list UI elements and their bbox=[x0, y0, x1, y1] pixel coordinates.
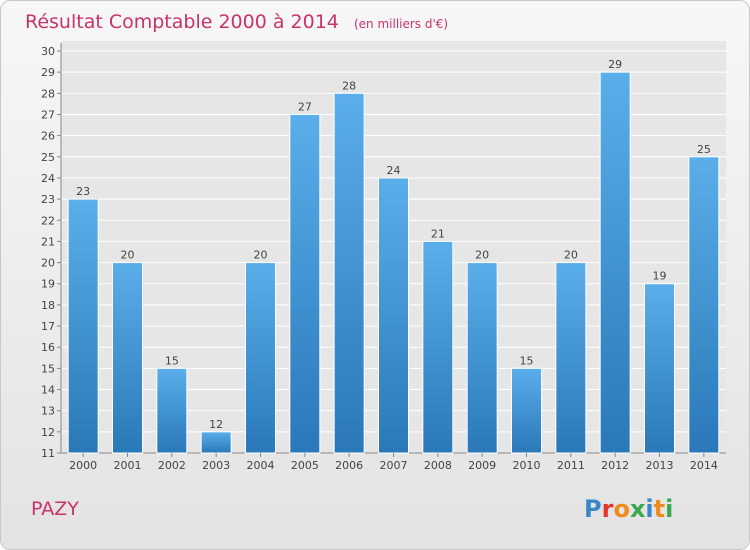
x-tick-label: 2003 bbox=[202, 459, 230, 472]
x-tick-label: 2007 bbox=[380, 459, 408, 472]
y-tick-label: 18 bbox=[41, 299, 55, 312]
data-label: 20 bbox=[121, 249, 135, 262]
data-label: 28 bbox=[342, 79, 356, 92]
y-tick-label: 14 bbox=[41, 384, 55, 397]
chart-subtitle: (en milliers d'€) bbox=[354, 17, 448, 31]
x-tick-label: 2004 bbox=[247, 459, 275, 472]
data-label: 12 bbox=[209, 418, 223, 431]
logo-letter: P bbox=[584, 495, 602, 523]
bar-2011 bbox=[555, 262, 587, 454]
y-tick-label: 24 bbox=[41, 172, 55, 185]
x-tick-label: 2008 bbox=[424, 459, 452, 472]
bar-2002 bbox=[156, 367, 188, 454]
x-tick-label: 2006 bbox=[335, 459, 363, 472]
data-label: 21 bbox=[431, 227, 445, 240]
x-tick-label: 2011 bbox=[557, 459, 585, 472]
data-label: 19 bbox=[653, 270, 667, 283]
data-label: 20 bbox=[475, 249, 489, 262]
x-tick-label: 2013 bbox=[646, 459, 674, 472]
y-tick-label: 19 bbox=[41, 278, 55, 291]
y-tick-label: 26 bbox=[41, 130, 55, 143]
x-axis: 2000 2001 2002 2003 2004 2005 2006 2007 2008 2009… bbox=[69, 453, 718, 472]
y-tick-label: 23 bbox=[41, 193, 55, 206]
x-tick-label: 2010 bbox=[513, 459, 541, 472]
logo-letter: o bbox=[613, 495, 630, 523]
y-tick-label: 20 bbox=[41, 257, 55, 270]
proxiti-logo: Proxiti bbox=[584, 495, 673, 523]
bar-2004 bbox=[245, 262, 276, 454]
y-tick-label: 15 bbox=[41, 362, 55, 375]
x-tick-label: 2012 bbox=[601, 459, 629, 472]
data-label: 15 bbox=[520, 354, 534, 367]
y-tick-label: 21 bbox=[41, 235, 55, 248]
bar-2013 bbox=[644, 283, 675, 454]
x-tick-label: 2002 bbox=[158, 459, 186, 472]
bar-2010 bbox=[511, 367, 542, 454]
y-tick-label: 22 bbox=[41, 214, 55, 227]
x-tick-label: 2009 bbox=[468, 459, 496, 472]
data-label: 15 bbox=[165, 354, 179, 367]
y-tick-label: 12 bbox=[41, 426, 55, 439]
bar-2009 bbox=[466, 262, 498, 454]
y-tick-label: 30 bbox=[41, 45, 55, 58]
chart-title: Résultat Comptable 2000 à 2014 bbox=[25, 11, 339, 33]
y-tick-label: 11 bbox=[41, 447, 55, 460]
x-tick-label: 2000 bbox=[69, 459, 97, 472]
y-tick-label: 17 bbox=[41, 320, 55, 333]
bar-2012 bbox=[599, 71, 631, 454]
y-tick-label: 27 bbox=[41, 108, 55, 121]
data-label: 25 bbox=[697, 143, 711, 156]
data-label: 23 bbox=[76, 185, 90, 198]
bar-2006 bbox=[333, 92, 365, 454]
bar-2000 bbox=[67, 198, 99, 454]
logo-letter: i bbox=[665, 495, 673, 523]
y-tick-label: 13 bbox=[41, 405, 55, 418]
data-label: 20 bbox=[254, 249, 268, 262]
data-label: 29 bbox=[608, 58, 622, 71]
y-tick-label: 29 bbox=[41, 66, 55, 79]
chart-title-group: Résultat Comptable 2000 à 2014 (en milli… bbox=[25, 11, 448, 33]
bar-2003 bbox=[200, 431, 232, 454]
logo-letter: x bbox=[630, 495, 646, 523]
bar-2008 bbox=[422, 240, 454, 454]
data-label: 24 bbox=[387, 164, 401, 177]
x-tick-label: 2005 bbox=[291, 459, 319, 472]
logo-letter: t bbox=[654, 495, 665, 523]
data-label: 27 bbox=[298, 100, 312, 113]
data-label: 20 bbox=[564, 249, 578, 262]
y-tick-label: 16 bbox=[41, 341, 55, 354]
logo-letter: i bbox=[645, 495, 653, 523]
bar-2007 bbox=[378, 177, 409, 454]
bar-2014 bbox=[688, 156, 720, 454]
logo-letter: r bbox=[602, 495, 614, 523]
bar-2005 bbox=[289, 113, 321, 454]
y-tick-label: 25 bbox=[41, 151, 55, 164]
bar-2001 bbox=[112, 262, 143, 454]
x-tick-label: 2001 bbox=[114, 459, 142, 472]
x-tick-label: 2014 bbox=[690, 459, 718, 472]
y-tick-label: 28 bbox=[41, 87, 55, 100]
commune-name: PAZY bbox=[31, 498, 79, 520]
